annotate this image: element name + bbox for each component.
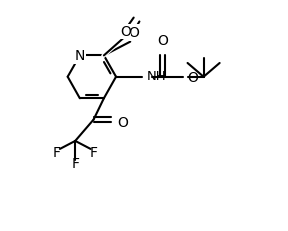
Text: N: N: [75, 49, 85, 63]
Text: O: O: [187, 70, 198, 84]
Text: F: F: [52, 145, 60, 159]
Text: O: O: [120, 25, 131, 39]
Text: methoxy: methoxy: [139, 15, 145, 17]
Text: NH: NH: [146, 70, 166, 83]
Text: O: O: [117, 115, 128, 129]
Text: F: F: [90, 145, 98, 159]
Text: O: O: [157, 33, 168, 48]
Text: O: O: [129, 26, 140, 40]
Text: F: F: [71, 156, 79, 170]
